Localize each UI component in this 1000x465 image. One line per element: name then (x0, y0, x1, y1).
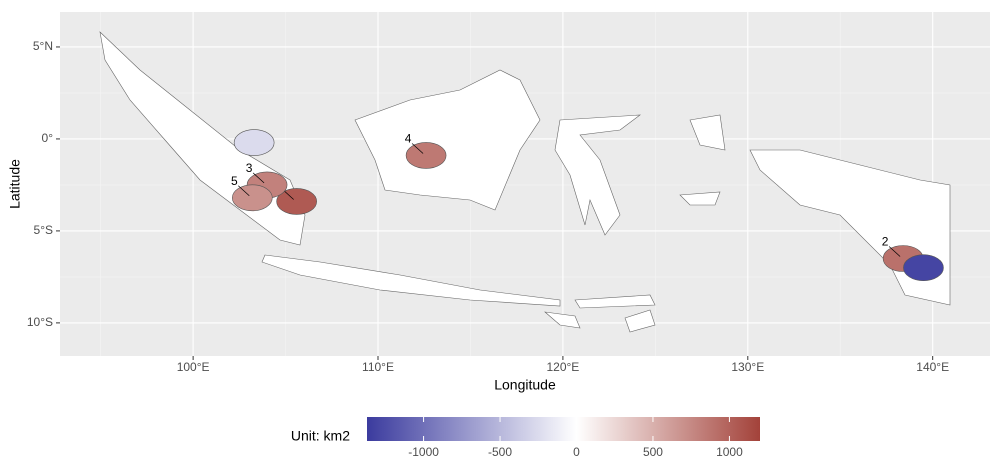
x-tick-label: 110°E (362, 360, 394, 374)
colorbar-tick-label: 500 (643, 445, 663, 459)
y-tick-label: 10°S (27, 315, 53, 329)
annotation-label: 3 (246, 161, 253, 175)
x-tick-label: 130°E (731, 360, 764, 374)
region (405, 142, 447, 169)
colorbar-tick-label: 1000 (716, 445, 743, 459)
x-tick-label: 100°E (177, 360, 210, 374)
colorbar (367, 417, 760, 441)
y-tick-label: 5°S (34, 223, 53, 237)
annotation-arrow (411, 143, 424, 154)
region (233, 129, 275, 156)
colorbar-tick-label: 0 (573, 445, 580, 459)
y-tick-label: 0° (42, 131, 54, 145)
annotation-arrow (888, 246, 901, 257)
y-tick-label: 5°N (33, 39, 53, 53)
annotation-label: 2 (882, 235, 889, 249)
annotation-arrow (238, 185, 250, 197)
x-axis-title: Longitude (494, 377, 556, 393)
x-tick-label: 120°E (546, 360, 579, 374)
colorbar-tick-label: -1000 (408, 445, 439, 459)
legend-title: Unit: km2 (291, 428, 350, 444)
x-tick-label: 140°E (916, 360, 949, 374)
region (231, 184, 273, 212)
landmass (99, 31, 951, 333)
region (276, 188, 317, 215)
y-axis-title: Latitude (7, 159, 23, 209)
annotation-arrow (252, 172, 265, 184)
region (903, 254, 944, 282)
annotation-label: 4 (405, 132, 412, 146)
colorbar-tick-label: -500 (488, 445, 512, 459)
annotation-label: 5 (231, 174, 238, 188)
